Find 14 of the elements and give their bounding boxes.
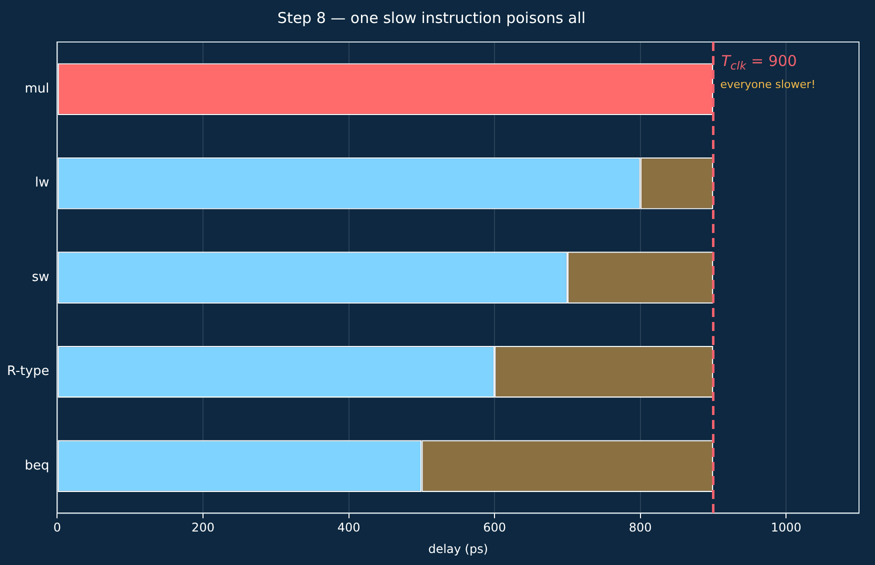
x-axis-title: delay (ps): [428, 542, 488, 556]
y-tick-label: R-type: [6, 364, 50, 380]
x-tick-label: 800: [628, 520, 652, 535]
y-tick-label: lw: [34, 176, 50, 191]
y-tick-label: sw: [32, 270, 50, 285]
x-tick-label: 400: [337, 520, 360, 535]
x-tick-label: 0: [53, 520, 62, 535]
x-tick-label: 200: [192, 520, 214, 535]
chart-title: Step 8 — one slow instruction poisons all: [277, 8, 586, 27]
y-tick-label: beq: [24, 458, 50, 474]
x-tick-label: 1000: [770, 520, 802, 535]
annotation: everyone slower!: [720, 78, 816, 91]
x-tick-label: 600: [483, 520, 506, 535]
y-tick-label: mul: [24, 81, 50, 96]
